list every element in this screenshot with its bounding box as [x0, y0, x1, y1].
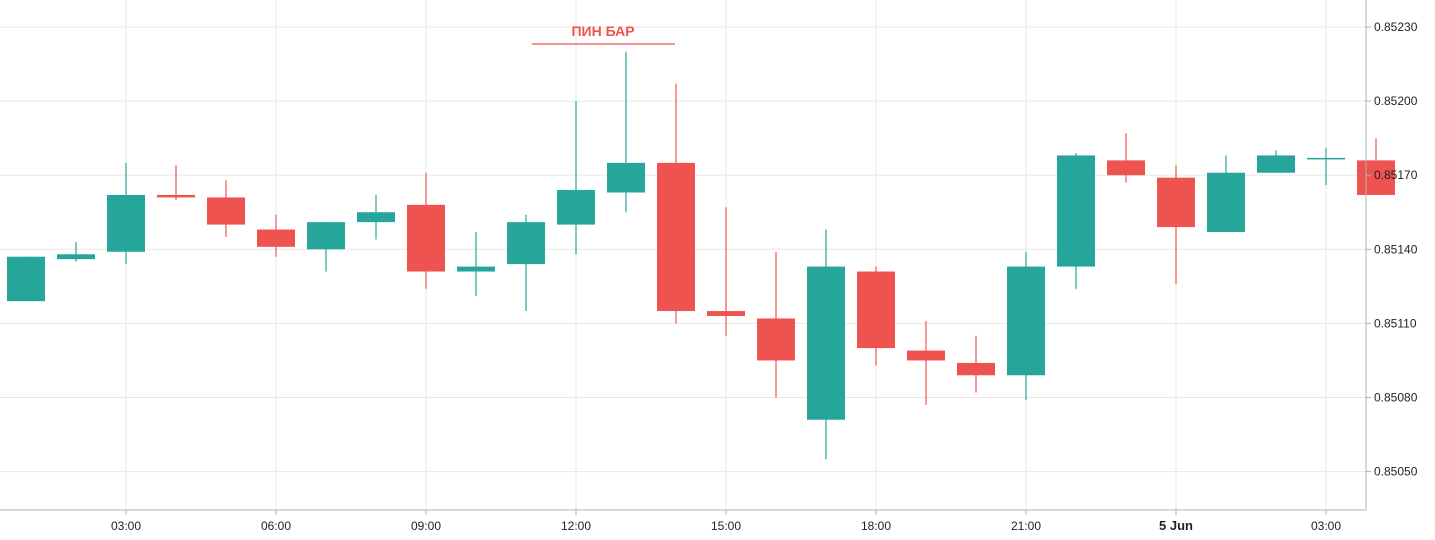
candles [7, 51, 1395, 460]
candle-body [857, 271, 895, 349]
candle [457, 232, 495, 297]
candle [1307, 148, 1345, 186]
candle [1157, 165, 1195, 284]
candle-body [107, 194, 145, 252]
x-tick-label: 03:00 [111, 519, 141, 533]
candle-body [207, 197, 245, 225]
candle-body [1157, 177, 1195, 228]
candle-body [757, 318, 795, 361]
candle [1257, 150, 1295, 173]
candle-body [1307, 157, 1345, 160]
y-tick-label: 0.85230 [1374, 20, 1418, 34]
x-tick-label: 06:00 [261, 519, 291, 533]
candle-body [157, 194, 195, 198]
candle-body [7, 256, 45, 302]
candle [557, 101, 595, 255]
candle [907, 320, 945, 405]
candle-body [1257, 155, 1295, 173]
x-tick-label: 09:00 [411, 519, 441, 533]
y-tick-label: 0.85170 [1374, 168, 1418, 182]
candle-body [957, 362, 995, 376]
candle [657, 83, 695, 324]
candle [357, 194, 395, 240]
candle-body [1107, 160, 1145, 176]
candle-body [507, 222, 545, 265]
y-tick-label: 0.85140 [1374, 242, 1418, 256]
candle-body [1357, 160, 1395, 195]
candle-body [457, 266, 495, 272]
y-tick-label: 0.85110 [1374, 316, 1417, 330]
candle-body [307, 222, 345, 250]
candle [307, 222, 345, 272]
x-tick-label: 03:00 [1311, 519, 1341, 533]
candle [207, 180, 245, 237]
candle [407, 172, 445, 289]
candle [857, 266, 895, 366]
axes: 0.85050 0.85080 0.85110 0.85140 0.85170 0.852… [0, 0, 1418, 533]
x-tick-label: 21:00 [1011, 519, 1041, 533]
candle-body [1007, 266, 1045, 376]
x-tick-label: 12:00 [561, 519, 591, 533]
candle-body [907, 350, 945, 361]
candle-body [257, 229, 295, 247]
candle [507, 214, 545, 312]
candle [157, 165, 195, 200]
candle [1207, 155, 1245, 233]
candle-body [1057, 155, 1095, 267]
candle-body [807, 266, 845, 420]
x-tick-label: 15:00 [711, 519, 741, 533]
candle [1357, 138, 1395, 195]
candle [957, 335, 995, 393]
pin-bar-annotation: ПИН БАР [532, 23, 675, 45]
candle-body [607, 162, 645, 193]
candle [107, 162, 145, 265]
candle [607, 51, 645, 213]
candle-body [407, 204, 445, 272]
y-tick-label: 0.85200 [1374, 94, 1418, 108]
annotation-label: ПИН БАР [571, 23, 634, 39]
x-tick-label: 5 Jun [1159, 518, 1193, 533]
candle-body [57, 254, 95, 260]
candle-body [357, 212, 395, 223]
candle [707, 207, 745, 336]
candle-body [557, 190, 595, 225]
y-tick-label: 0.85050 [1374, 465, 1418, 479]
candle [1007, 251, 1045, 400]
candle [757, 251, 795, 398]
candle [1057, 152, 1095, 289]
candle-body [707, 311, 745, 316]
candle-body [657, 162, 695, 312]
candle [1107, 133, 1145, 183]
candle [7, 256, 45, 302]
x-tick-label: 18:00 [861, 519, 891, 533]
y-tick-label: 0.85080 [1374, 391, 1418, 405]
candle-body [1207, 172, 1245, 233]
candle [257, 214, 295, 257]
candle [807, 229, 845, 460]
candle [57, 241, 95, 262]
